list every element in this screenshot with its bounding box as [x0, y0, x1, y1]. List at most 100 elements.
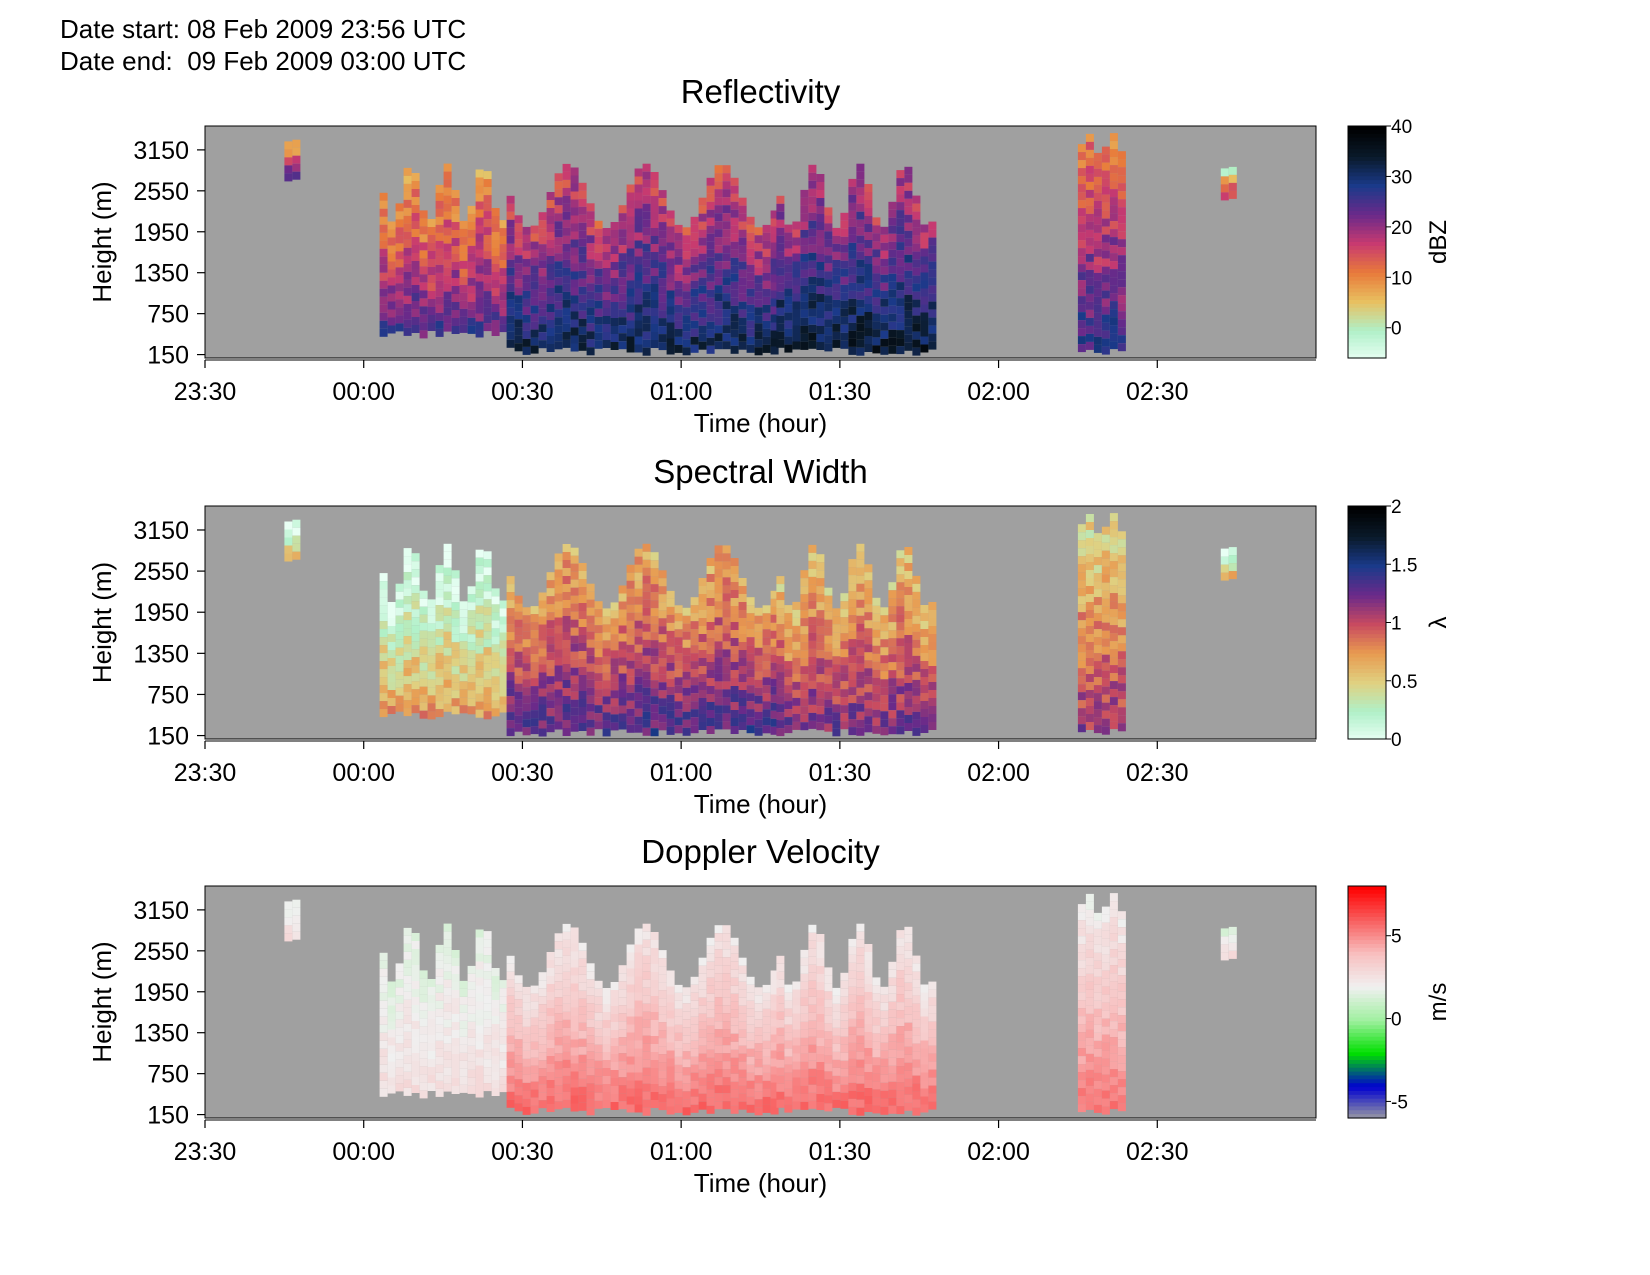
- echo-cell: [682, 1027, 691, 1036]
- echo-cell: [538, 1084, 547, 1093]
- echo-cell: [650, 1068, 659, 1076]
- echo-cell: [1109, 973, 1118, 982]
- echo-cell: [848, 1018, 857, 1027]
- echo-cell: [1101, 930, 1110, 939]
- echo-cell: [904, 214, 913, 223]
- echo-cell: [1117, 547, 1126, 556]
- echo-cell: [658, 238, 667, 247]
- echo-cell: [928, 1005, 937, 1014]
- colorbar-segment: [1348, 715, 1386, 721]
- echo-cell: [840, 1012, 849, 1021]
- echo-cell: [530, 606, 539, 615]
- echo-cell: [1093, 928, 1102, 937]
- echo-cell: [626, 200, 635, 209]
- echo-cell: [738, 618, 747, 626]
- echo-cell: [872, 1017, 881, 1026]
- echo-cell: [762, 336, 771, 345]
- echo-cell: [864, 1088, 873, 1096]
- echo-cell: [443, 275, 452, 284]
- echo-cell: [554, 577, 563, 586]
- echo-cell: [888, 297, 897, 306]
- echo-cell: [570, 659, 579, 668]
- echo-cell: [578, 1046, 587, 1055]
- y-tick-label: 2550: [133, 558, 189, 586]
- echo-cell: [475, 297, 484, 306]
- echo-cell: [706, 1073, 715, 1082]
- echo-cell: [848, 274, 857, 283]
- echo-cell: [1093, 637, 1102, 646]
- echo-cell: [1109, 285, 1118, 294]
- echo-cell: [808, 980, 817, 989]
- echo-cell: [475, 637, 484, 646]
- echo-cell: [792, 617, 801, 626]
- echo-cell: [435, 320, 444, 329]
- echo-cell: [459, 697, 468, 706]
- echo-cell: [920, 240, 929, 249]
- echo-cell: [594, 308, 603, 317]
- echo-cell: [832, 259, 841, 268]
- echo-cell: [642, 267, 651, 276]
- echo-cell: [816, 246, 825, 254]
- echo-cell: [738, 1069, 747, 1078]
- echo-cell: [698, 245, 707, 254]
- echo-cell: [618, 333, 627, 342]
- echo-cell: [522, 322, 531, 331]
- echo-cell: [864, 604, 873, 613]
- echo-cell: [832, 696, 841, 705]
- echo-cell: [538, 1052, 547, 1061]
- echo-cell: [912, 291, 921, 300]
- echo-cell: [1077, 524, 1086, 533]
- echo-cell: [634, 1064, 643, 1073]
- echo-cell: [776, 987, 785, 996]
- echo-cell: [738, 1045, 747, 1054]
- echo-cell: [706, 1081, 715, 1090]
- echo-cell: [698, 1037, 707, 1046]
- echo-cell: [840, 1092, 849, 1101]
- echo-cell: [674, 1032, 683, 1041]
- echo-cell: [626, 580, 635, 589]
- echo-cell: [1109, 553, 1118, 562]
- echo-cell: [634, 564, 643, 573]
- echo-cell: [514, 667, 523, 676]
- echo-cell: [1117, 991, 1126, 1000]
- echo-cell: [1093, 1104, 1102, 1113]
- echo-cell: [1109, 901, 1118, 910]
- echo-cell: [427, 607, 436, 616]
- echo-cell: [832, 315, 841, 324]
- echo-cell: [435, 709, 444, 718]
- echo-cell: [530, 1025, 539, 1034]
- echo-cell: [896, 978, 905, 987]
- echo-cell: [896, 550, 905, 559]
- echo-cell: [379, 208, 388, 217]
- echo-cell: [379, 701, 388, 710]
- echo-cell: [491, 1056, 500, 1064]
- echo-cell: [483, 227, 492, 236]
- echo-cell: [554, 261, 563, 270]
- echo-cell: [546, 1048, 555, 1056]
- echo-cell: [896, 946, 905, 955]
- echo-cell: [896, 1042, 905, 1051]
- echo-cell: [872, 985, 881, 994]
- echo-cell: [427, 615, 436, 624]
- echo-cell: [746, 1088, 755, 1097]
- echo-cell: [403, 588, 412, 597]
- echo-cell: [586, 211, 595, 220]
- echo-cell: [403, 975, 412, 984]
- echo-cell: [920, 613, 929, 621]
- echo-cell: [816, 1078, 825, 1086]
- echo-cell: [475, 177, 484, 186]
- echo-cell: [642, 711, 651, 720]
- echo-cell: [451, 974, 460, 982]
- echo-cell: [762, 1048, 771, 1057]
- echo-cell: [682, 227, 691, 236]
- echo-cell: [872, 313, 881, 322]
- echo-cell: [554, 1013, 563, 1022]
- echo-cell: [770, 330, 779, 339]
- echo-cell: [856, 671, 865, 680]
- echo-cell: [427, 979, 436, 987]
- echo-cell: [722, 981, 731, 990]
- echo-cell: [730, 225, 739, 234]
- echo-cell: [1109, 569, 1118, 578]
- echo-cell: [816, 222, 825, 230]
- echo-cell: [1101, 534, 1110, 543]
